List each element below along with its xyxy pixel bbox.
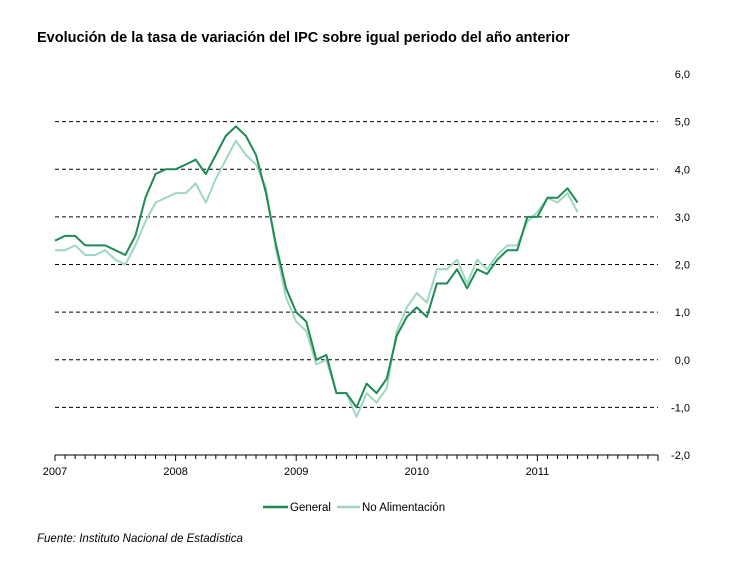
y-tick-label: -2,0 <box>671 450 690 462</box>
x-tick-label: 2011 <box>526 466 550 478</box>
y-tick-label: 2,0 <box>675 260 690 272</box>
y-tick-label: -1,0 <box>671 402 690 414</box>
source-note: Fuente: Instituto Nacional de Estadístic… <box>37 533 243 545</box>
x-tick-label: 2007 <box>43 466 67 478</box>
legend-general-label: General <box>290 502 331 514</box>
chart-title: Evolución de la tasa de variación del IP… <box>37 30 570 46</box>
legend: General No Alimentación <box>263 502 445 514</box>
y-tick-label: 4,0 <box>675 164 690 176</box>
y-tick-labels: 6,0 5,0 4,0 3,0 2,0 1,0 0,0 -1,0 -2,0 <box>671 69 690 462</box>
x-tick-label: 2009 <box>284 466 308 478</box>
legend-no-alimentacion-label: No Alimentación <box>362 502 445 514</box>
y-tick-label: 6,0 <box>675 69 690 81</box>
x-tick-labels: 2007 2008 2009 2010 2011 <box>43 466 549 478</box>
x-axis <box>54 454 659 461</box>
series-lines <box>54 125 579 418</box>
x-tick-label: 2008 <box>163 466 187 478</box>
y-tick-label: 3,0 <box>675 212 690 224</box>
grid-lines <box>55 121 658 408</box>
y-tick-label: 5,0 <box>675 117 690 129</box>
x-tick-label: 2010 <box>405 466 429 478</box>
y-tick-label: 0,0 <box>675 355 690 367</box>
series-line-no-alimentacion <box>55 139 579 418</box>
y-tick-label: 1,0 <box>675 307 690 319</box>
series-line-general <box>54 125 579 409</box>
